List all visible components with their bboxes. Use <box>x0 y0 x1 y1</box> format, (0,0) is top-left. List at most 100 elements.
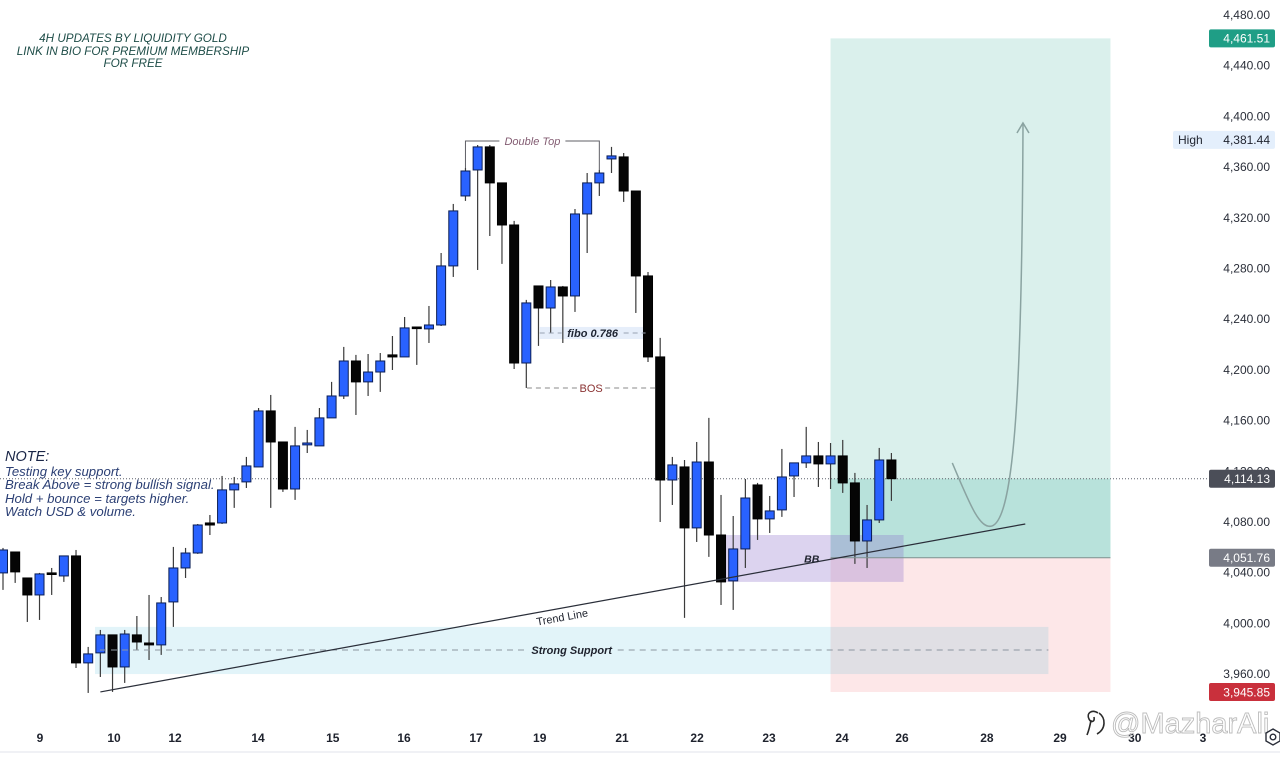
strong-support-zone[interactable] <box>95 626 1049 675</box>
stop-price-badge: 3,945.85 <box>1209 683 1275 701</box>
time-tick-label: 14 <box>251 731 265 745</box>
candle <box>83 646 94 693</box>
current-badge-bg <box>1209 469 1275 488</box>
entry-price-value: 4,051.76 <box>1223 551 1270 565</box>
stop-price-value: 3,945.85 <box>1223 685 1270 699</box>
candle <box>484 145 495 237</box>
stop-badge-bg <box>1209 683 1275 701</box>
settings-hexagon-icon[interactable] <box>1265 728 1280 746</box>
candle-body-bullish <box>180 552 191 569</box>
candle <box>34 572 45 620</box>
candle-body-bullish <box>825 455 836 465</box>
candle <box>691 441 702 542</box>
candle-body-bullish <box>302 442 313 446</box>
settings-button[interactable] <box>1265 728 1280 746</box>
price-tick-label: 4,240.00 <box>1223 312 1270 326</box>
candle-body-bullish <box>728 548 739 582</box>
long-position-tool[interactable] <box>830 38 1111 692</box>
note-line-3: Hold + bounce = targets higher. <box>5 490 190 506</box>
candle-body-bullish <box>0 549 8 574</box>
candle <box>849 472 860 564</box>
candle <box>460 167 471 201</box>
candle <box>886 452 897 501</box>
candle <box>472 145 483 270</box>
candlestick-series <box>0 145 897 693</box>
candle <box>594 169 605 196</box>
candle-body-bearish <box>557 286 568 297</box>
price-scale[interactable]: 4,480.00 4,440.00 4,400.00 4,360.00 4,320.00… <box>1223 8 1270 681</box>
price-tick-label: 4,360.00 <box>1223 160 1270 174</box>
candle <box>314 408 325 447</box>
candle-body-bearish <box>46 572 57 576</box>
note-line-1: Testing key support. <box>5 464 123 479</box>
time-tick-label: 24 <box>835 731 849 745</box>
candle-body-bullish <box>472 146 483 171</box>
double-top-label: Double Top <box>504 136 560 148</box>
candle <box>716 494 727 605</box>
note-title: NOTE: <box>5 449 50 465</box>
trend-line[interactable] <box>100 523 1026 693</box>
candle-body-bullish <box>34 573 45 596</box>
candle <box>0 547 8 590</box>
candle <box>813 441 824 487</box>
candle-body-bullish <box>789 462 800 477</box>
note-line-4: Watch USD & volume. <box>5 503 136 519</box>
candle <box>776 448 787 517</box>
candle <box>399 316 410 358</box>
price-tick-label: 4,000.00 <box>1223 616 1270 630</box>
arrow-up-icon <box>1016 121 1030 134</box>
time-tick-label: 19 <box>533 731 547 745</box>
candle-body-bearish <box>131 634 142 643</box>
candle <box>837 439 848 493</box>
strong-support-label: Strong Support <box>531 645 613 657</box>
candle-body-bullish <box>229 483 240 491</box>
candle-body-bearish <box>496 182 507 226</box>
candle <box>168 546 179 627</box>
candle <box>728 515 739 610</box>
candle-body-bearish <box>22 577 33 596</box>
watermark-logo-icon <box>1086 710 1105 736</box>
candle-body-bullish <box>217 489 228 524</box>
candle <box>107 634 118 692</box>
candle-body-bearish <box>10 551 21 573</box>
candle-body-bearish <box>886 459 897 480</box>
candle-body-bullish <box>83 653 94 664</box>
time-tick-label: 22 <box>690 731 704 745</box>
time-tick-label: 12 <box>168 731 182 745</box>
candle <box>144 594 155 660</box>
candle-body-bullish <box>314 417 325 447</box>
candle <box>350 354 361 415</box>
price-tick-label: 4,440.00 <box>1223 59 1270 73</box>
time-tick-label: 23 <box>762 731 776 745</box>
high-price-value: 4,381.44 <box>1223 133 1270 147</box>
candle-body-bullish <box>326 395 337 419</box>
candle-body-bearish <box>107 634 118 668</box>
candle-body-bullish <box>436 265 447 326</box>
fibo-label: fibo 0.786 <box>567 328 619 340</box>
time-tick-label: 15 <box>326 731 340 745</box>
candle-body-bearish <box>387 354 398 358</box>
candle <box>326 381 337 419</box>
time-tick-label: 9 <box>37 731 44 745</box>
candle <box>131 615 142 650</box>
current-price-badge: 4,114.13 <box>1209 469 1275 488</box>
candle-body-bearish <box>716 534 727 583</box>
candle-body-bullish <box>58 555 69 577</box>
candle-body-bearish <box>484 146 495 184</box>
candle-body-bearish <box>509 224 520 364</box>
double-top-bracket <box>464 140 600 170</box>
time-tick-label: 26 <box>895 731 909 745</box>
price-tick-label: 4,320.00 <box>1223 211 1270 225</box>
settings-center-icon <box>1269 733 1277 741</box>
candle <box>582 173 593 253</box>
time-scale[interactable]: 9 10 12 14 15 16 17 19 21 22 23 24 26 28 29 30 3 <box>37 731 1207 745</box>
header-line-2: LINK IN BIO FOR PREMIUM MEMBERSHIP <box>16 44 250 58</box>
candle-body-bearish <box>533 285 544 309</box>
stop-loss-zone[interactable] <box>830 557 1111 692</box>
candle <box>10 551 21 583</box>
target-price-value: 4,461.51 <box>1223 32 1270 46</box>
candle-body-bullish <box>862 519 873 542</box>
high-label: High <box>1178 133 1203 147</box>
